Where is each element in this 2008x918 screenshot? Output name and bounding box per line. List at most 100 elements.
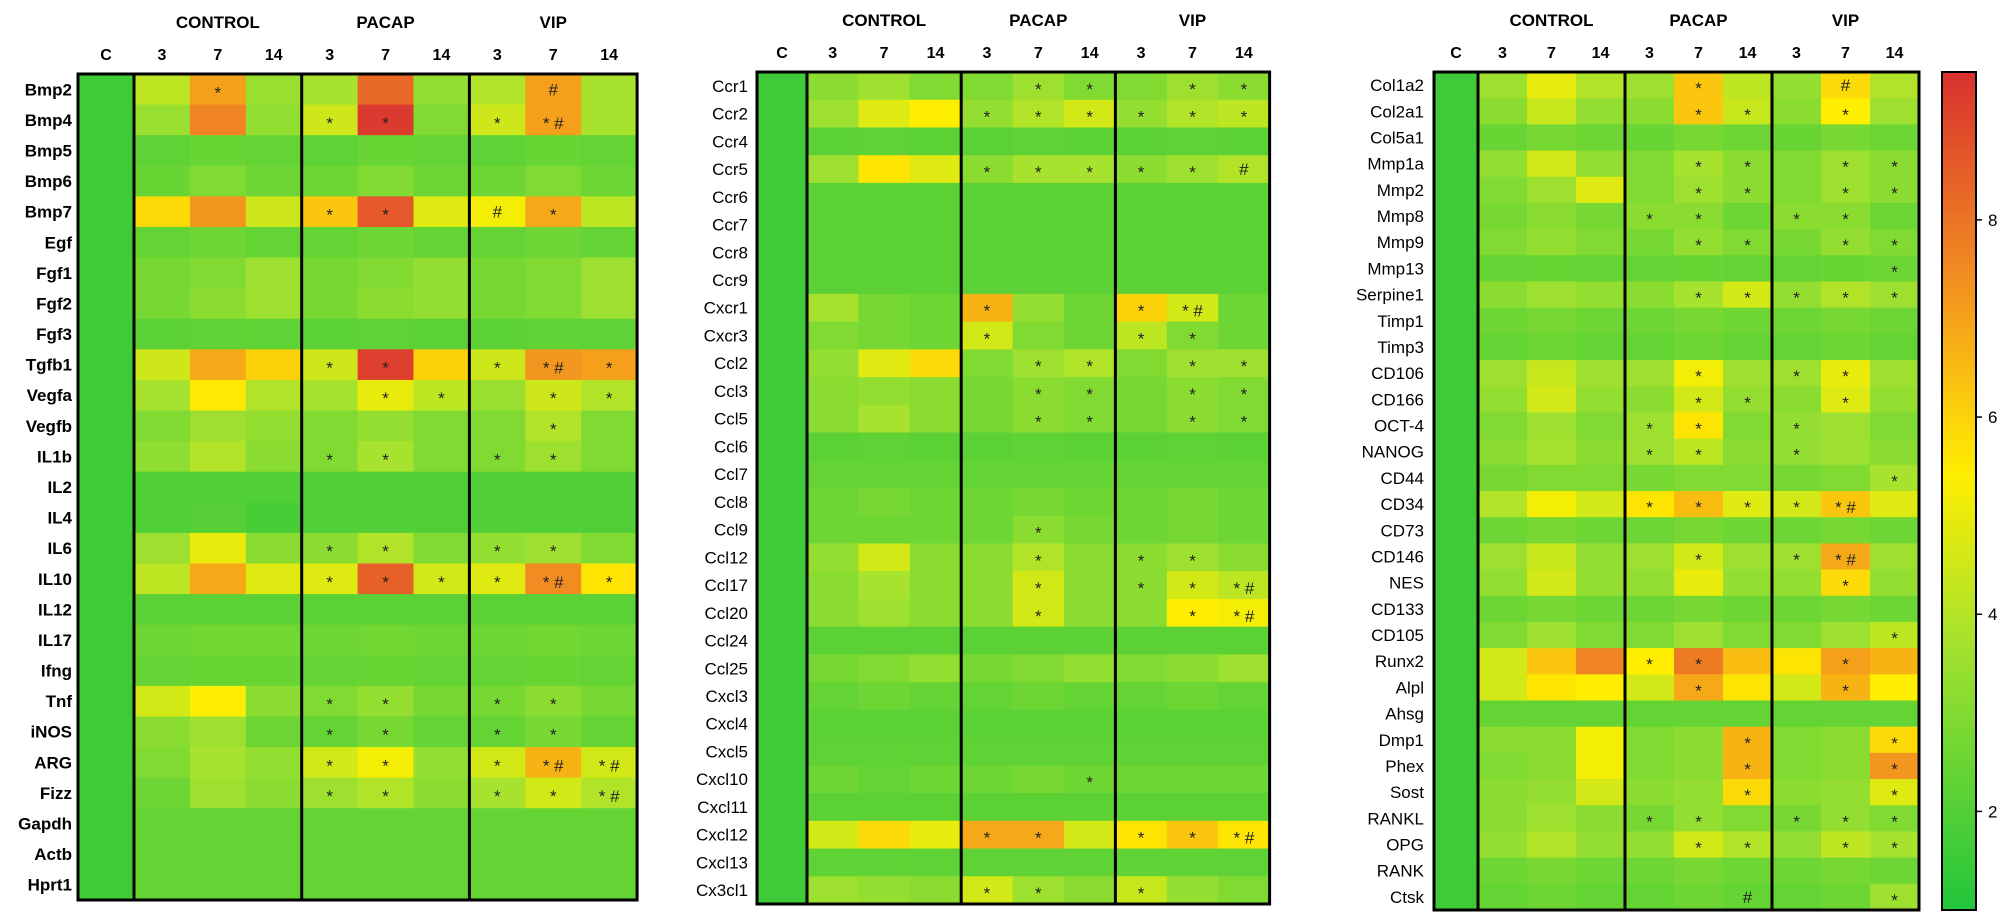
heatmap-cell [1478, 595, 1528, 623]
heatmap-cell [1527, 333, 1577, 361]
heatmap-cell [469, 502, 526, 534]
heatmap-cell [807, 377, 859, 406]
heatmap-cell [1674, 176, 1724, 204]
heatmap-cell [1625, 386, 1675, 414]
heatmap-cell [413, 349, 470, 381]
heatmap-cell [413, 808, 470, 840]
heatmap-cell [245, 288, 303, 320]
heatmap-cell [1166, 72, 1219, 101]
row-label: Ccr1 [712, 77, 748, 96]
heatmap-cell [1218, 848, 1271, 877]
heatmap-cell [413, 563, 470, 595]
heatmap-cell [858, 848, 911, 877]
heatmap-cell [413, 502, 470, 534]
heatmap-cell [1115, 238, 1168, 267]
significance-mark: * # [599, 787, 620, 806]
heatmap-cell [1625, 648, 1675, 675]
significance-mark: * [1695, 236, 1702, 255]
significance-mark: * [1189, 385, 1196, 404]
row-label: Mmp2 [1377, 181, 1424, 200]
heatmap-cell [469, 288, 526, 320]
row-label: Ccl9 [714, 521, 748, 540]
heatmap-cell [807, 654, 859, 683]
heatmap-cell [1527, 517, 1577, 544]
heatmap-cell [1576, 124, 1626, 152]
heatmap-cell [1625, 595, 1675, 623]
significance-mark: * [984, 829, 991, 848]
heatmap-cell [469, 838, 526, 871]
heatmap-cell [1064, 99, 1116, 129]
heatmap-cell [1218, 127, 1271, 156]
heatmap-cell [301, 104, 359, 136]
significance-mark: * [1695, 420, 1702, 439]
row-label: CD133 [1371, 600, 1424, 619]
heatmap-cell [469, 594, 526, 626]
heatmap-cell [189, 288, 247, 320]
row-label: Gapdh [18, 815, 72, 834]
significance-mark: * [1891, 289, 1898, 308]
significance-mark: * [494, 787, 501, 806]
row-label: Ccl20 [705, 604, 748, 623]
significance-mark: * [1086, 80, 1093, 99]
heatmap-cell [1625, 98, 1675, 125]
heatmap-cell [1772, 595, 1822, 623]
heatmap-cell [1821, 98, 1871, 125]
timepoint-label: 3 [493, 47, 502, 64]
heatmap-cell [1115, 377, 1168, 406]
heatmap-cell [1166, 460, 1219, 489]
heatmap-cell [245, 502, 303, 534]
significance-mark: * [1035, 80, 1042, 99]
heatmap-cell [1527, 595, 1577, 623]
heatmap-cell [1166, 377, 1219, 406]
heatmap-cell [189, 135, 247, 167]
heatmap-cell [1625, 281, 1675, 309]
heatmap-cell [1870, 360, 1920, 387]
row-label: Bmp6 [25, 172, 72, 191]
heatmap-cell [807, 72, 859, 101]
heatmap-cell [1527, 255, 1577, 283]
heatmap-cell [581, 502, 638, 534]
heatmap-cell [469, 349, 526, 381]
heatmap-cell [807, 238, 859, 267]
timepoint-label: 3 [157, 47, 166, 64]
heatmap-cell [301, 165, 359, 197]
heatmap-cell [1478, 98, 1528, 125]
significance-mark: * [984, 302, 991, 321]
heatmap-cell [1674, 333, 1724, 361]
heatmap-cell [1772, 674, 1822, 702]
heatmap-cell [1527, 831, 1577, 859]
heatmap-cell [807, 598, 859, 628]
significance-mark: # [1841, 76, 1851, 95]
heatmap-cell [909, 349, 962, 378]
heatmap-cell [189, 165, 247, 197]
row-label: Ctsk [1390, 888, 1425, 907]
significance-mark: * [1035, 579, 1042, 598]
heatmap-cell [1576, 98, 1626, 125]
heatmap-cell [189, 257, 247, 289]
heatmap-cell [1870, 98, 1920, 125]
heatmap-cell [1166, 682, 1219, 711]
heatmap-cell [909, 654, 962, 683]
heatmap-cell [357, 104, 415, 136]
row-label: Ccr2 [712, 105, 748, 124]
significance-mark: * [1695, 184, 1702, 203]
significance-mark: * [1086, 773, 1093, 792]
row-label: CD166 [1371, 390, 1424, 409]
heatmap-cell [469, 869, 526, 901]
heatmap-cell [469, 226, 526, 259]
significance-mark: * [1241, 108, 1248, 127]
heatmap-cell [301, 441, 359, 473]
heatmap-cell [134, 349, 191, 381]
panel-border [755, 70, 1272, 906]
timepoint-label: 7 [1841, 45, 1850, 62]
heatmap-cell [1870, 386, 1920, 414]
heatmap-cell [1064, 293, 1116, 323]
heatmap-cell [1478, 883, 1528, 911]
heatmap-cell [1012, 626, 1065, 655]
heatmap-cell [1821, 517, 1871, 544]
significance-mark: * [984, 108, 991, 127]
heatmap-cell [858, 377, 911, 406]
heatmap-cell [858, 793, 911, 822]
heatmap-cell [807, 543, 859, 572]
heatmap-cell [1625, 72, 1675, 99]
